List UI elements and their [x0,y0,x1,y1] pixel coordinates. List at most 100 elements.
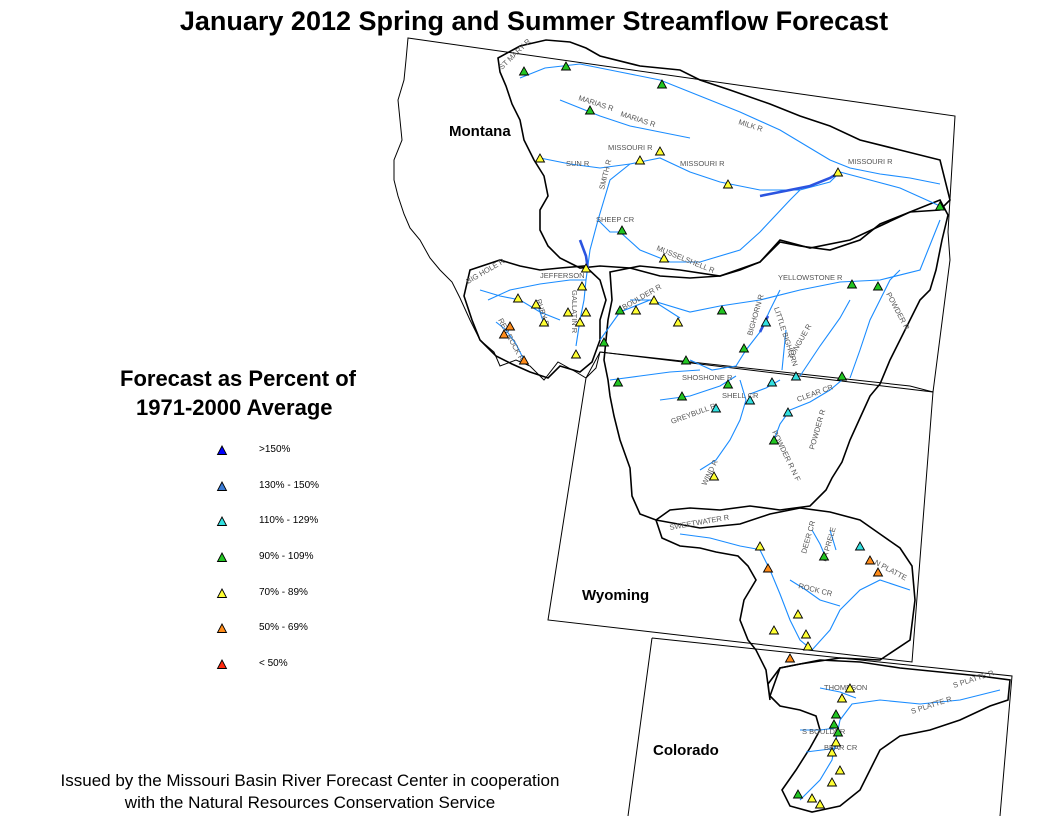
clear-creek [789,379,843,411]
river-label: MARIAS R [577,93,615,113]
legend-swatch [216,659,228,669]
legend-title-line1: Forecast as Percent of [120,366,356,391]
map-title: January 2012 Spring and Summer Streamflo… [179,6,889,36]
river-label: SUN R [566,159,590,168]
little-bighorn-river [781,329,787,371]
forecast-point [754,541,766,551]
river-label: BIG HOLE R [465,256,507,286]
forecast-point [836,693,848,703]
river-label: JEFFERSON [540,271,585,280]
forecast-point [854,541,866,551]
sun-river [539,157,631,169]
legend-title-line2: 1971-2000 Average [136,395,333,420]
forecast-point [710,403,722,413]
legend-label: 130% - 150% [259,480,320,491]
river-label: DEER CR [799,519,817,554]
river-label: SHOSHONE R [682,373,733,382]
river-label: SMITH R [597,158,613,191]
shell-creek [749,379,781,395]
forecast-point [738,343,750,353]
river-label: S BOULDER [802,727,846,736]
forecast-point [844,683,856,693]
forecast-point [630,305,642,315]
river-label: POWDER R [884,291,912,332]
river-label: ROCK CR [798,581,834,598]
legend-label: 90% - 109% [259,551,314,562]
legend-title: Forecast as Percent of 1971-2000 Average [120,364,356,422]
forecast-point [766,377,778,387]
yellowstone-basin [603,198,949,521]
river-label: MILK R [737,117,764,133]
shoshone-river [609,369,701,381]
legend-swatch [216,588,228,598]
forecast-point [654,146,666,156]
legend-swatch [216,445,228,455]
forecast-point [562,307,574,317]
forecast-point [708,471,720,481]
forecast-point [802,641,814,651]
river-label: LITTLE BIGHORN [772,306,800,367]
forecast-point [498,329,510,339]
river-label: MISSOURI R [608,143,653,152]
state-label-colorado: Colorado [653,742,719,759]
forecast-point [782,407,794,417]
river-label: SWEETWATER R [669,513,731,532]
forecast-point [814,799,826,809]
forecast-point [580,307,592,317]
s-boulder-creek [800,727,837,731]
sweetwater-river [679,533,763,551]
forecast-point [680,355,692,365]
wyoming-boundary [547,351,934,663]
river-label: MISSOURI R [680,159,725,168]
river-network [479,63,1001,801]
north-platte-basin [654,507,916,701]
forecast-point [612,377,624,387]
forecast-point [716,305,728,315]
forecast-point [580,263,592,273]
river-labels: MILK R MARIAS R MARIAS R MISSOURI R MISS… [465,36,996,752]
forecast-point [538,317,550,327]
forecast-point [676,391,688,401]
issuer-credit: Issued by the Missouri Basin River Forec… [10,770,610,814]
forecast-point [832,727,844,737]
river-label: GREYBULL R [670,401,718,426]
forecast-point [806,793,818,803]
river-label: BOULDER R [621,282,664,312]
river-label: BIGHORN R [745,293,766,337]
forecast-point [826,777,838,787]
powder-river [849,269,901,379]
milk-river [519,63,941,185]
forecast-point [768,625,780,635]
forecast-point [830,709,842,719]
forecast-point [584,105,596,115]
forecast-point [504,321,516,331]
musselshell-river [619,189,801,263]
credit-line-2: with the Natural Resources Conservation … [124,793,496,812]
forecast-point [574,317,586,327]
forecast-point [784,653,796,663]
forecast-point [836,371,848,381]
river-label: S PLATTE R [952,668,996,690]
forecast-point [722,379,734,389]
la-prele-creek [829,529,837,551]
marias-river [559,99,691,139]
forecast-point [518,66,530,76]
river-label: SHEEP CR [596,215,635,224]
legend-label: 70% - 89% [259,587,308,598]
river-label: SHELL CR [722,391,759,400]
river-label: THOMPSON [824,683,867,692]
thompson-river [819,687,857,699]
legend-label: 50% - 69% [259,622,308,633]
forecast-point [800,629,812,639]
jefferson-basin [463,259,607,379]
tongue-river [799,299,851,377]
forecast-point [560,61,572,71]
forecast-point [768,435,780,445]
forecast-point [512,293,524,303]
wind-river [699,379,747,471]
forecast-point [616,225,628,235]
river-label: POWDER R [807,408,827,451]
forecast-point [518,355,530,365]
montana-boundary [393,37,956,393]
south-platte-basin [769,659,1011,813]
